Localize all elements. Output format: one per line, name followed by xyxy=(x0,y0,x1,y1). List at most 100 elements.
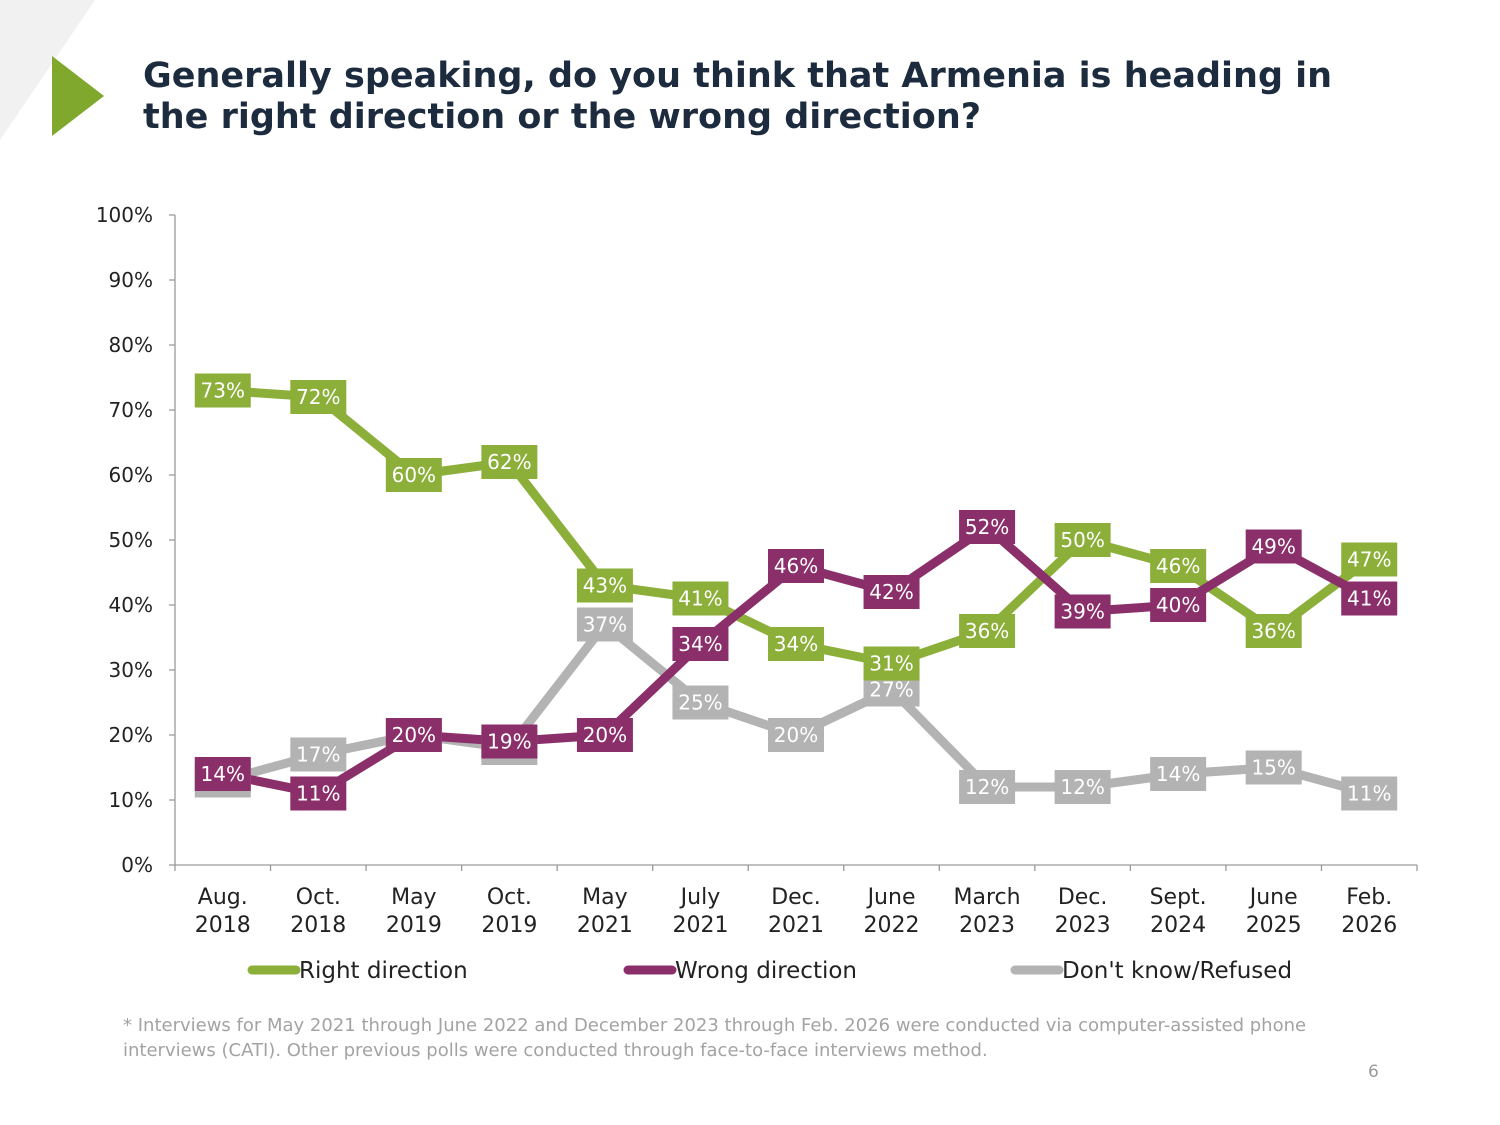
data-label-box-right-direction xyxy=(576,568,633,603)
x-tick-label: Sept. xyxy=(1150,885,1207,910)
data-label-right-direction: 50% xyxy=(1060,528,1104,552)
data-label-box-right-direction xyxy=(1245,614,1302,648)
series-line-right-direction xyxy=(218,386,1374,668)
data-label-box-right-direction xyxy=(385,458,442,492)
y-tick-label: 100% xyxy=(96,203,153,227)
data-label-wrong-direction: 46% xyxy=(774,554,818,578)
data-label-right-direction: 43% xyxy=(583,574,627,598)
data-label-box-right-direction xyxy=(672,581,729,616)
data-label-right-direction: 36% xyxy=(965,619,1009,643)
data-label-box-wrong-direction xyxy=(385,718,442,752)
data-label-don-t-know-refused: 12% xyxy=(965,775,1009,799)
data-label-right-direction: 47% xyxy=(1347,548,1391,572)
data-label-wrong-direction: 20% xyxy=(583,723,627,747)
data-label-don-t-know-refused: 12% xyxy=(1060,775,1104,799)
data-label-don-t-know-refused: 25% xyxy=(678,691,722,715)
data-label-wrong-direction: 20% xyxy=(392,723,436,747)
data-label-right-direction: 34% xyxy=(774,632,818,656)
y-tick-label: 30% xyxy=(109,658,153,682)
x-tick-label: Oct. xyxy=(296,885,341,910)
y-tick-label: 80% xyxy=(109,333,153,357)
data-label-box-wrong-direction xyxy=(1245,529,1302,564)
legend-label: Don't know/Refused xyxy=(1062,958,1292,984)
x-tick-label: 2021 xyxy=(672,913,728,938)
data-label-don-t-know-refused: 14% xyxy=(1156,762,1200,786)
y-tick-label: 40% xyxy=(109,593,153,617)
line-chart: 0% 10% 20% 30% 40% 50% 60% 70% 80% 90% 100% Aug. 201… xyxy=(96,203,1418,984)
data-label-box-don-t-know-refused xyxy=(959,770,1016,804)
data-label-box-wrong-direction xyxy=(959,510,1016,544)
data-label-box-don-t-know-refused xyxy=(1245,750,1302,785)
data-label-box-wrong-direction xyxy=(672,627,729,661)
x-tick-label: 2018 xyxy=(290,913,346,938)
data-label-wrong-direction: 19% xyxy=(487,730,531,754)
x-tick-label: July xyxy=(679,885,721,910)
x-tick-label: June xyxy=(1248,885,1298,910)
x-tick-label: Dec. xyxy=(1058,885,1108,910)
data-label-box-right-direction xyxy=(194,373,251,408)
data-label-right-direction: 73% xyxy=(201,379,245,403)
data-label-right-direction: 72% xyxy=(296,385,340,409)
x-tick-label: Feb. xyxy=(1346,885,1392,910)
x-tick-label: 2021 xyxy=(768,913,824,938)
x-tick-label: 2019 xyxy=(386,913,442,938)
x-tick-label: 2023 xyxy=(1055,913,1111,938)
data-label-right-direction: 41% xyxy=(678,587,722,611)
page-number: 6 xyxy=(1368,1062,1379,1082)
data-label-box-wrong-direction xyxy=(290,776,347,811)
y-tick-label: 70% xyxy=(109,398,153,422)
data-label-wrong-direction: 49% xyxy=(1251,535,1295,559)
data-label-don-t-know-refused: 27% xyxy=(869,678,913,702)
data-label-wrong-direction: 52% xyxy=(965,515,1009,539)
x-tick-label: 2024 xyxy=(1150,913,1206,938)
y-tick-label: 60% xyxy=(109,463,153,487)
y-tick-label: 0% xyxy=(121,853,153,877)
data-label-right-direction: 31% xyxy=(869,652,913,676)
data-label-don-t-know-refused: 37% xyxy=(583,613,627,637)
data-label-box-don-t-know-refused xyxy=(1150,757,1207,791)
data-label-box-wrong-direction xyxy=(576,718,633,752)
data-label-box-wrong-direction xyxy=(1150,588,1207,622)
x-tick-label: 2022 xyxy=(864,913,920,938)
x-tick-label: May xyxy=(391,885,436,910)
data-label-box-right-direction xyxy=(959,614,1016,648)
data-label-box-wrong-direction xyxy=(481,724,538,759)
y-tick-label: 90% xyxy=(109,268,153,292)
x-tick-label: 2018 xyxy=(195,913,251,938)
data-label-box-right-direction xyxy=(1150,549,1207,583)
x-tick-label: Dec. xyxy=(771,885,821,910)
x-tick-label: 2021 xyxy=(577,913,633,938)
x-tick-label: May xyxy=(582,885,627,910)
x-tick-label: March xyxy=(954,885,1021,910)
legend-label: Right direction xyxy=(299,958,468,984)
data-label-wrong-direction: 41% xyxy=(1347,587,1391,611)
data-label-wrong-direction: 14% xyxy=(201,762,245,786)
data-label-box-don-t-know-refused xyxy=(576,607,633,642)
title-arrow-icon xyxy=(52,56,104,136)
data-label-wrong-direction: 40% xyxy=(1156,593,1200,617)
data-label-don-t-know-refused: 20% xyxy=(774,723,818,747)
data-label-wrong-direction: 34% xyxy=(678,632,722,656)
x-tick-label: Oct. xyxy=(487,885,532,910)
x-tick-label: June xyxy=(866,885,916,910)
data-label-box-don-t-know-refused xyxy=(1341,776,1398,811)
y-tick-label: 50% xyxy=(109,528,153,552)
legend-label: Wrong direction xyxy=(675,958,857,984)
data-label-box-don-t-know-refused xyxy=(1054,770,1111,804)
data-label-box-wrong-direction xyxy=(1341,581,1398,616)
data-label-box-wrong-direction xyxy=(863,575,920,609)
data-label-wrong-direction: 11% xyxy=(296,782,340,806)
data-label-box-don-t-know-refused xyxy=(672,685,729,720)
data-label-box-right-direction xyxy=(1341,542,1398,577)
data-label-right-direction: 62% xyxy=(487,450,531,474)
y-tick-label: 10% xyxy=(109,788,153,812)
data-label-wrong-direction: 42% xyxy=(869,580,913,604)
data-label-box-wrong-direction xyxy=(1054,594,1111,629)
x-tick-label: 2026 xyxy=(1341,913,1397,938)
data-label-box-right-direction xyxy=(290,380,347,414)
data-label-right-direction: 46% xyxy=(1156,554,1200,578)
x-tick-label: 2025 xyxy=(1246,913,1302,938)
data-label-box-don-t-know-refused xyxy=(768,718,824,752)
x-tick-label: 2023 xyxy=(959,913,1015,938)
data-label-box-right-direction xyxy=(1054,523,1111,557)
